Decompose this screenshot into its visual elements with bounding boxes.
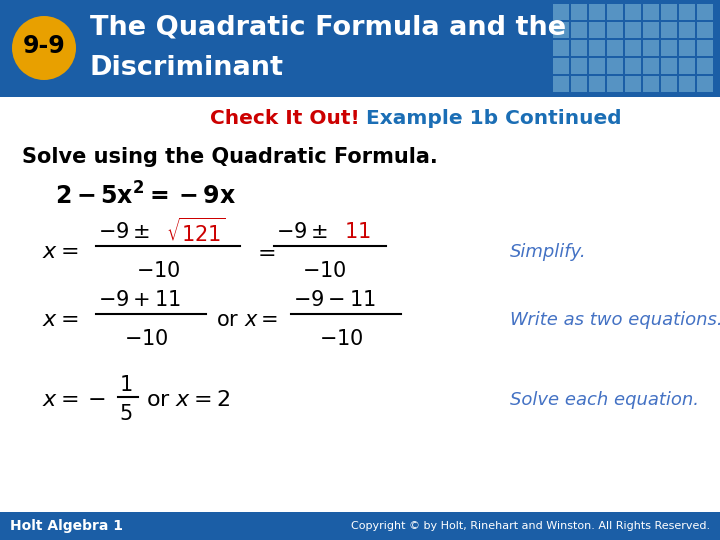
Text: $-9 \pm$: $-9 \pm$: [98, 222, 150, 242]
Bar: [661, 58, 677, 74]
Bar: [697, 40, 713, 56]
Text: Holt Algebra 1: Holt Algebra 1: [10, 519, 123, 533]
Bar: [589, 58, 605, 74]
Bar: [625, 4, 641, 20]
Text: $x = -$: $x = -$: [42, 390, 106, 410]
Text: $-10$: $-10$: [319, 329, 364, 349]
Bar: [679, 76, 695, 92]
Text: $11$: $11$: [344, 222, 371, 242]
Text: Solve each equation.: Solve each equation.: [510, 391, 699, 409]
Bar: [571, 4, 587, 20]
Text: $-10$: $-10$: [302, 261, 346, 281]
Bar: [625, 40, 641, 56]
Bar: [607, 40, 623, 56]
Bar: [571, 40, 587, 56]
Bar: [625, 76, 641, 92]
Bar: [589, 22, 605, 38]
Bar: [589, 40, 605, 56]
Bar: [643, 58, 659, 74]
Bar: [697, 22, 713, 38]
Text: $\mathrm{or}\ x =$: $\mathrm{or}\ x =$: [216, 310, 278, 330]
Bar: [679, 40, 695, 56]
Bar: [553, 22, 569, 38]
Text: The Quadratic Formula and the: The Quadratic Formula and the: [90, 14, 566, 40]
Text: Discriminant: Discriminant: [90, 55, 284, 81]
Text: $-10$: $-10$: [135, 261, 180, 281]
Text: $-9 + 11$: $-9 + 11$: [98, 290, 181, 310]
Bar: [553, 76, 569, 92]
Bar: [643, 22, 659, 38]
Bar: [697, 58, 713, 74]
Text: $x =$: $x =$: [42, 310, 78, 330]
Text: $\mathbf{2 - 5x^2 = -9x}$: $\mathbf{2 - 5x^2 = -9x}$: [55, 183, 236, 210]
Text: Check It Out!: Check It Out!: [210, 109, 360, 127]
Bar: [607, 4, 623, 20]
Bar: [571, 58, 587, 74]
Text: Write as two equations.: Write as two equations.: [510, 311, 720, 329]
Bar: [661, 76, 677, 92]
Text: $-9 - 11$: $-9 - 11$: [293, 290, 376, 310]
Bar: [0, 0, 720, 97]
Text: $=$: $=$: [253, 242, 276, 262]
Text: Copyright © by Holt, Rinehart and Winston. All Rights Reserved.: Copyright © by Holt, Rinehart and Winsto…: [351, 521, 710, 531]
Bar: [589, 76, 605, 92]
Text: $\mathrm{or}\ x = 2$: $\mathrm{or}\ x = 2$: [146, 390, 230, 410]
Bar: [661, 22, 677, 38]
Bar: [643, 76, 659, 92]
Bar: [625, 58, 641, 74]
Bar: [679, 58, 695, 74]
Bar: [607, 76, 623, 92]
Text: $-10$: $-10$: [124, 329, 168, 349]
Bar: [661, 40, 677, 56]
Circle shape: [12, 16, 76, 80]
Bar: [553, 4, 569, 20]
Bar: [607, 58, 623, 74]
Text: $1$: $1$: [120, 375, 132, 395]
Text: $x =$: $x =$: [42, 242, 78, 262]
Bar: [553, 58, 569, 74]
Bar: [679, 22, 695, 38]
Text: Example 1b Continued: Example 1b Continued: [366, 109, 621, 127]
Bar: [697, 76, 713, 92]
Bar: [661, 4, 677, 20]
Text: $\sqrt{121}$: $\sqrt{121}$: [166, 218, 225, 246]
Text: Solve using the Quadratic Formula.: Solve using the Quadratic Formula.: [22, 147, 438, 167]
Bar: [571, 76, 587, 92]
Text: $5$: $5$: [120, 404, 132, 424]
Text: 9-9: 9-9: [22, 34, 66, 58]
Text: Simplify.: Simplify.: [510, 243, 587, 261]
Bar: [553, 40, 569, 56]
Bar: [0, 512, 720, 540]
Bar: [625, 22, 641, 38]
Bar: [571, 22, 587, 38]
Bar: [643, 4, 659, 20]
Bar: [679, 4, 695, 20]
Bar: [643, 40, 659, 56]
Bar: [589, 4, 605, 20]
Bar: [697, 4, 713, 20]
Bar: [607, 22, 623, 38]
Text: $-9 \pm$: $-9 \pm$: [276, 222, 328, 242]
